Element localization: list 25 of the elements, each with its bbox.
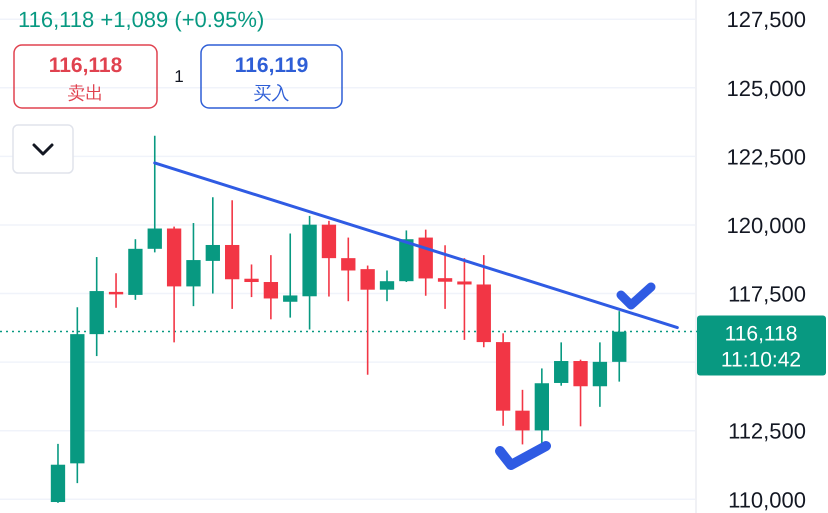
ref-line-label: 116,118 11:10:42 — [720, 322, 802, 372]
candlestick — [515, 389, 530, 446]
candlestick — [283, 232, 298, 318]
candlestick — [264, 254, 278, 320]
candlestick — [554, 342, 568, 387]
candlestick — [206, 196, 220, 294]
annotation: 116,118 卖出 — [48, 54, 123, 103]
y-tick-label: 127,500 — [726, 7, 806, 32]
chart-title: 116,118 +1,089 (+0.95%) — [18, 7, 264, 32]
y-tick-label: 112,500 — [728, 418, 806, 444]
y-tick-label: 125,000 — [726, 76, 806, 101]
candlestick — [244, 264, 259, 298]
candlestick — [341, 236, 356, 302]
y-tick-label: 110,000 — [728, 487, 806, 512]
candlestick — [438, 244, 452, 310]
y-tick-label: 120,000 — [726, 212, 806, 238]
candlestick — [108, 272, 124, 309]
annotation: 116,119 买入 — [234, 54, 308, 103]
candlestick — [457, 257, 472, 341]
y-tick-label: 122,500 — [726, 144, 806, 170]
candlestick — [380, 270, 394, 302]
y-tick-label: 117,500 — [728, 282, 806, 307]
annotation: 1 — [174, 67, 184, 86]
candlestick — [148, 134, 162, 254]
candlestick — [360, 264, 375, 376]
